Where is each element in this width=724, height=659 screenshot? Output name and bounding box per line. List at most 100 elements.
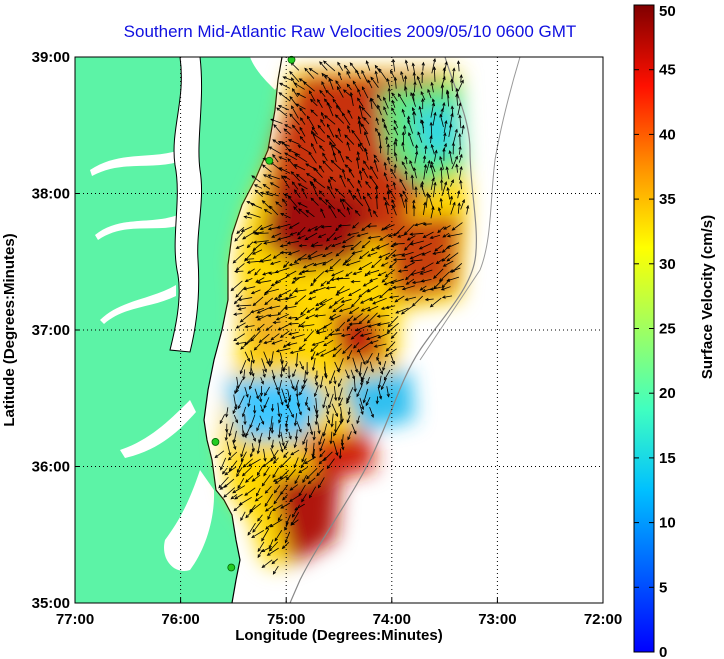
current-vector-head xyxy=(288,263,293,267)
current-vector xyxy=(460,180,462,190)
current-vector xyxy=(347,110,353,119)
current-vector xyxy=(405,86,407,97)
current-vector xyxy=(372,297,387,305)
current-vector xyxy=(410,252,424,260)
current-vector-head xyxy=(387,234,392,238)
current-vector-head xyxy=(291,87,296,92)
current-vector xyxy=(273,321,281,324)
current-vector-head xyxy=(449,123,453,128)
current-vector-head xyxy=(270,445,275,449)
current-vector-head xyxy=(287,322,292,326)
current-vector xyxy=(325,90,335,99)
current-vector xyxy=(270,416,273,431)
current-vector-head xyxy=(425,192,430,196)
current-vector xyxy=(346,395,351,404)
current-vector-head xyxy=(332,308,337,313)
current-vector xyxy=(461,125,464,135)
current-vector-head xyxy=(335,253,340,257)
current-vector-head xyxy=(274,480,279,484)
current-vector-head xyxy=(260,408,264,413)
current-vector xyxy=(233,414,238,423)
current-vector xyxy=(263,466,270,476)
current-vector xyxy=(313,179,326,189)
current-vector xyxy=(384,279,397,286)
current-vector-head xyxy=(324,336,328,340)
current-vector-head xyxy=(257,548,261,553)
current-vector xyxy=(271,558,278,564)
current-vector-head xyxy=(346,232,351,237)
current-vector xyxy=(329,258,341,270)
current-vector-head xyxy=(291,124,296,129)
current-vector xyxy=(406,278,415,285)
current-vector-head xyxy=(237,485,241,489)
current-vector-head xyxy=(366,319,371,324)
current-vector-head xyxy=(269,427,273,432)
current-vector-head xyxy=(348,292,352,297)
current-vector-head xyxy=(291,513,296,518)
current-vector xyxy=(350,369,355,380)
current-vector-head xyxy=(234,390,238,395)
current-vector-head xyxy=(376,357,380,362)
current-vector-head xyxy=(388,264,393,269)
current-vector-head xyxy=(298,244,303,248)
current-vector xyxy=(361,70,368,83)
current-vector-head xyxy=(245,479,249,483)
current-vector xyxy=(296,352,298,367)
current-vector xyxy=(402,190,408,200)
current-vector-head xyxy=(308,151,312,156)
current-vector xyxy=(320,208,326,218)
current-vector-head xyxy=(294,507,298,511)
current-vector xyxy=(305,439,308,451)
current-vector-head xyxy=(401,161,405,165)
current-vector xyxy=(369,340,379,344)
current-vector xyxy=(330,315,341,321)
current-vector xyxy=(385,249,397,260)
current-vector-head xyxy=(304,447,308,452)
current-vector-head xyxy=(298,271,303,275)
current-vector-head xyxy=(318,196,323,201)
current-vector xyxy=(326,405,329,415)
current-vector xyxy=(244,351,250,362)
current-vector xyxy=(291,277,300,284)
current-vector xyxy=(339,307,352,312)
current-vector-head xyxy=(406,237,411,241)
current-vector xyxy=(301,450,308,462)
current-vector xyxy=(333,235,343,240)
current-vector-head xyxy=(398,93,402,97)
current-vector-head xyxy=(360,411,364,416)
current-vector-head xyxy=(289,232,294,236)
current-vector xyxy=(327,458,335,469)
current-vector-head xyxy=(342,262,347,266)
current-vector-head xyxy=(377,335,382,339)
current-vector xyxy=(278,413,283,423)
current-vector-head xyxy=(334,134,339,139)
current-vector-head xyxy=(319,384,323,389)
current-vector-head xyxy=(430,143,434,148)
current-vector xyxy=(404,262,416,269)
current-vector xyxy=(299,136,306,144)
current-vector-head xyxy=(322,262,326,266)
current-vector-head xyxy=(301,458,305,463)
current-vector xyxy=(304,456,317,464)
current-vector-head xyxy=(243,434,247,439)
current-vector-head xyxy=(245,393,249,398)
current-vector-head xyxy=(362,361,366,366)
bathymetry-line xyxy=(289,57,477,603)
current-vector xyxy=(392,253,406,257)
current-vector xyxy=(367,285,379,293)
current-vector xyxy=(365,397,371,406)
current-vector-head xyxy=(228,467,233,472)
current-vector-head xyxy=(420,180,425,185)
current-vector xyxy=(261,559,273,568)
current-vector-head xyxy=(392,258,397,262)
current-vector xyxy=(260,377,264,385)
current-vector xyxy=(272,504,283,511)
current-vector xyxy=(373,154,380,163)
current-vector-head xyxy=(310,282,314,287)
current-vector-head xyxy=(283,306,288,310)
current-vector xyxy=(329,333,342,336)
current-vector-head xyxy=(343,64,348,69)
current-vector-head xyxy=(273,296,278,300)
coastline xyxy=(203,57,283,603)
current-vector xyxy=(267,547,279,556)
